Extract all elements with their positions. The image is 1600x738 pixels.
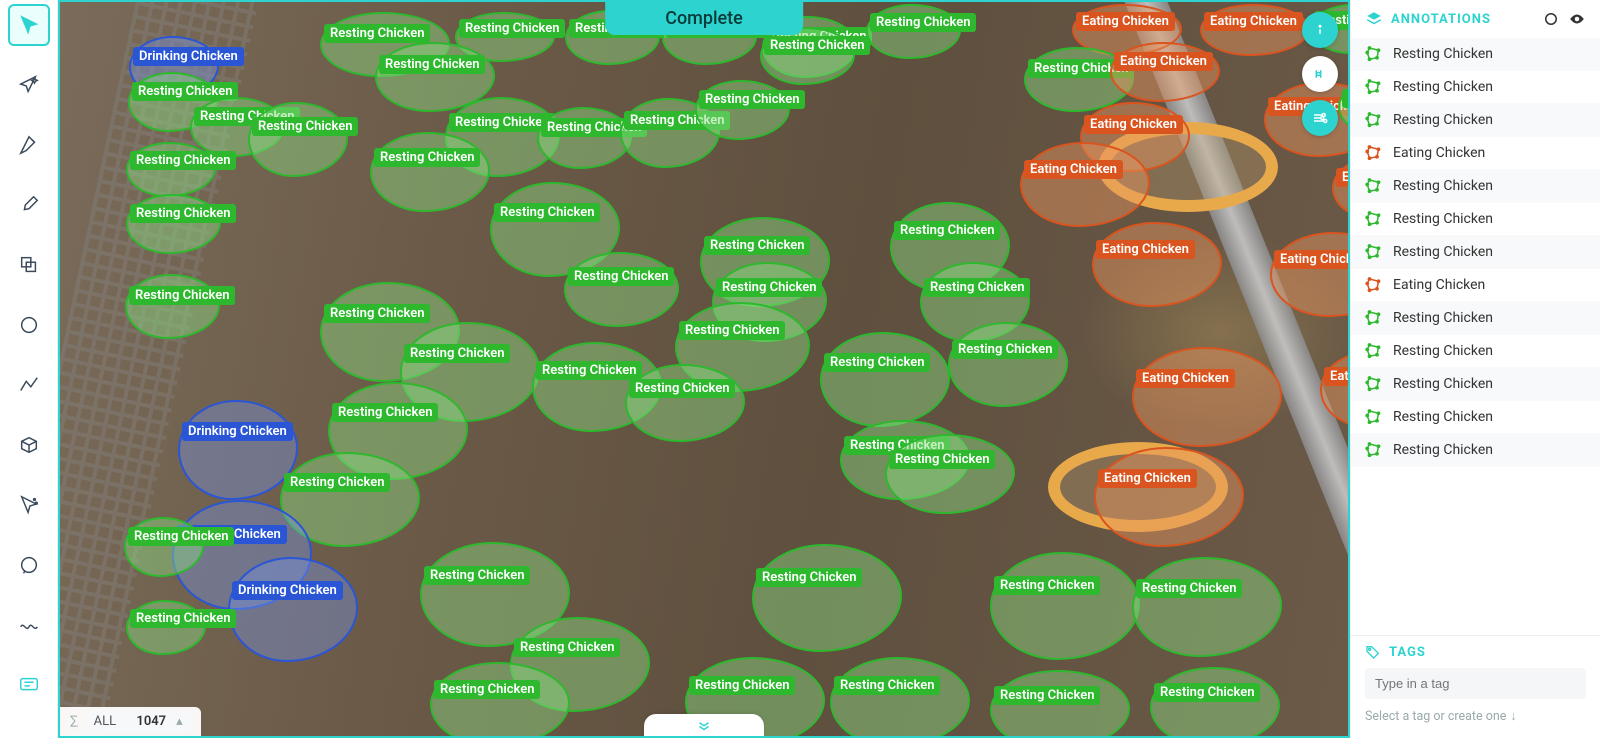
annotation-list-item[interactable]: Eating Chicken bbox=[1351, 269, 1600, 302]
annotation-item-label: Resting Chicken bbox=[1393, 178, 1493, 194]
circle-tool[interactable] bbox=[8, 304, 50, 346]
counter-stepper[interactable]: ▴ bbox=[176, 714, 183, 729]
magic-tool[interactable] bbox=[8, 64, 50, 106]
annotation-mask[interactable] bbox=[1150, 667, 1280, 738]
app-root: Drinking ChickenResting ChickenResting C… bbox=[0, 0, 1600, 738]
annotation-list-item[interactable]: Resting Chicken bbox=[1351, 38, 1600, 71]
tags-section: TAGS Select a tag or create one ↓ bbox=[1351, 635, 1600, 738]
annotation-item-label: Resting Chicken bbox=[1393, 376, 1493, 392]
layers-icon bbox=[1365, 10, 1383, 28]
annotation-item-label: Resting Chicken bbox=[1393, 211, 1493, 227]
annotation-list-item[interactable]: Resting Chicken bbox=[1351, 302, 1600, 335]
annotation-item-label: Eating Chicken bbox=[1393, 145, 1485, 161]
annotation-list-item[interactable]: Resting Chicken bbox=[1351, 401, 1600, 434]
tags-title: TAGS bbox=[1389, 645, 1426, 660]
annotation-item-label: Resting Chicken bbox=[1393, 442, 1493, 458]
annotation-item-label: Resting Chicken bbox=[1393, 343, 1493, 359]
polyline-tool[interactable] bbox=[8, 364, 50, 406]
comment-tool[interactable] bbox=[8, 664, 50, 706]
tag-input[interactable] bbox=[1365, 668, 1586, 699]
expand-handle[interactable] bbox=[644, 714, 764, 736]
annotation-list-item[interactable]: Resting Chicken bbox=[1351, 203, 1600, 236]
bottom-bar: ∑ ALL 1047 ▴ bbox=[60, 707, 201, 736]
annotation-item-label: Resting Chicken bbox=[1393, 244, 1493, 260]
annotation-item-label: Resting Chicken bbox=[1393, 409, 1493, 425]
info-button[interactable] bbox=[1302, 12, 1338, 48]
annotation-list-item[interactable]: Resting Chicken bbox=[1351, 368, 1600, 401]
pen-tool[interactable] bbox=[8, 124, 50, 166]
annotation-list-item[interactable]: Resting Chicken bbox=[1351, 170, 1600, 203]
right-sidebar: ANNOTATIONS Resting ChickenResting Chick… bbox=[1350, 0, 1600, 738]
annotation-list-item[interactable]: Resting Chicken bbox=[1351, 71, 1600, 104]
object-counter[interactable]: ALL 1047 ▴ bbox=[86, 711, 191, 732]
cube-tool[interactable] bbox=[8, 424, 50, 466]
annotation-list-item[interactable]: Resting Chicken bbox=[1351, 434, 1600, 467]
settings-button[interactable] bbox=[1302, 100, 1338, 136]
tag-hint: Select a tag or create one ↓ bbox=[1365, 709, 1586, 724]
annotation-item-label: Resting Chicken bbox=[1393, 79, 1493, 95]
annotation-item-label: Resting Chicken bbox=[1393, 112, 1493, 128]
annotation-list-item[interactable]: Resting Chicken bbox=[1351, 236, 1600, 269]
annotation-list-item[interactable]: Resting Chicken bbox=[1351, 335, 1600, 368]
canvas[interactable]: Drinking ChickenResting ChickenResting C… bbox=[58, 0, 1350, 738]
cursor-tool[interactable] bbox=[8, 4, 50, 46]
sidebar-header: ANNOTATIONS bbox=[1351, 0, 1600, 38]
tag-icon bbox=[1365, 644, 1381, 660]
wave-tool[interactable] bbox=[8, 604, 50, 646]
counter-value: 1047 bbox=[126, 714, 166, 729]
toggle-circle-icon[interactable] bbox=[1542, 10, 1560, 28]
counter-label: ALL bbox=[94, 714, 116, 729]
annotation-item-label: Resting Chicken bbox=[1393, 46, 1493, 62]
left-toolbar bbox=[0, 0, 58, 738]
annotation-item-label: Eating Chicken bbox=[1393, 277, 1485, 293]
wand-tool[interactable] bbox=[8, 484, 50, 526]
shortcuts-button[interactable] bbox=[1302, 56, 1338, 92]
floating-button-group bbox=[1302, 12, 1338, 136]
annotation-list-item[interactable]: Eating Chicken bbox=[1351, 137, 1600, 170]
eye-icon[interactable] bbox=[1568, 10, 1586, 28]
sigma-icon: ∑ bbox=[70, 714, 78, 729]
arrow-down-icon: ↓ bbox=[1510, 709, 1516, 724]
annotation-list: Resting Chicken Resting Chicken Resting Ch… bbox=[1351, 38, 1600, 635]
annotation-list-item[interactable]: Resting Chicken bbox=[1351, 104, 1600, 137]
brush-tool[interactable] bbox=[8, 184, 50, 226]
annotation-mask[interactable] bbox=[430, 662, 570, 738]
annotation-item-label: Resting Chicken bbox=[1393, 310, 1493, 326]
tags-header: TAGS bbox=[1365, 644, 1586, 660]
sidebar-title: ANNOTATIONS bbox=[1391, 12, 1491, 27]
copy-tool[interactable] bbox=[8, 244, 50, 286]
chat-tool[interactable] bbox=[8, 544, 50, 586]
annotation-mask[interactable] bbox=[830, 657, 970, 738]
status-badge: Complete bbox=[605, 2, 803, 35]
